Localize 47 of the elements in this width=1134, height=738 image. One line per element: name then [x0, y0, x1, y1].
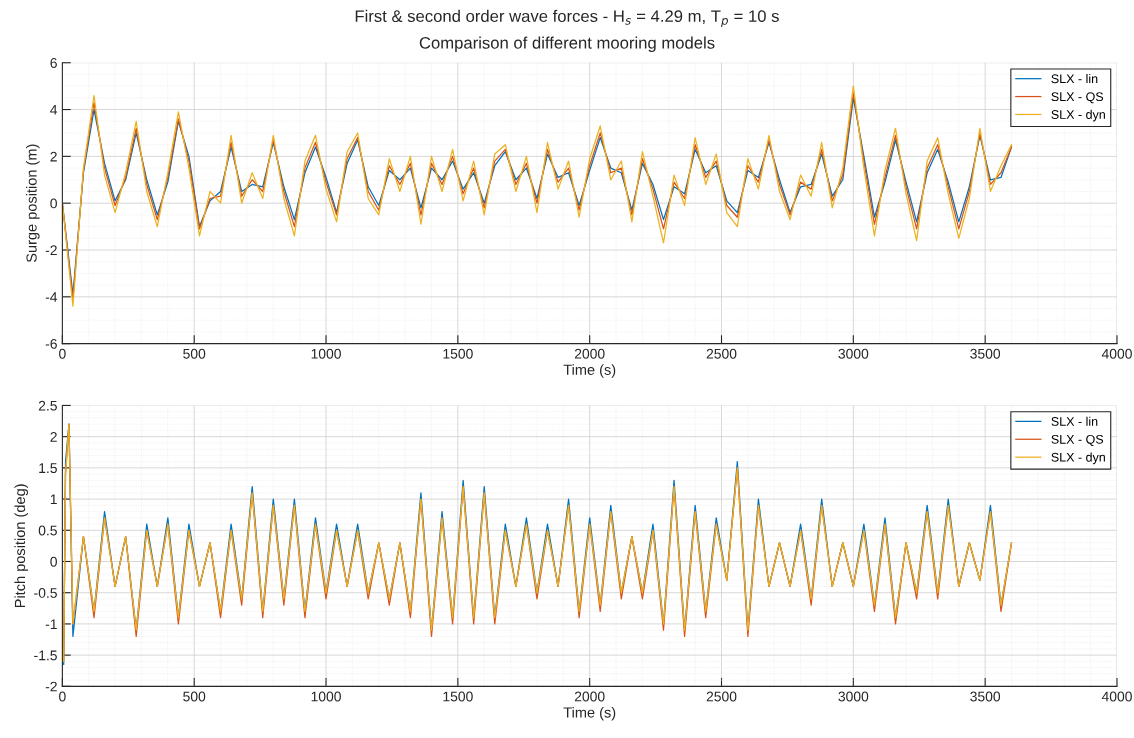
x-tick-label: 500: [183, 348, 206, 359]
legend-label: SLX - QS: [1051, 92, 1104, 104]
chart-title: First & second order wave forces - H$_{s}$ = 4.29 m, T$_{p}$ = 10 s: [355, 9, 779, 28]
x-tick-label: 3500: [970, 691, 1001, 702]
x-tick-label: 3000: [838, 691, 869, 702]
y-tick-label: -4: [45, 292, 58, 302]
y-tick-label: 0: [50, 556, 57, 567]
y-tick-label: -1.5: [34, 650, 57, 661]
y-tick-label: 1: [50, 494, 57, 505]
x-tick-label: 3500: [970, 348, 1001, 359]
x-tick-label: 4000: [1101, 691, 1132, 702]
y-tick-label: -2: [45, 245, 57, 256]
y-axis-title: Surge position (m): [26, 144, 40, 263]
legend-label: SLX - lin: [1051, 416, 1098, 426]
y-tick-label: 2: [50, 431, 57, 442]
x-tick-label: 500: [183, 691, 206, 702]
x-axis-title: Time (s): [563, 364, 616, 378]
y-tick-label: 4: [50, 105, 58, 115]
y-tick-label: -1: [45, 619, 57, 629]
legend-label: SLX - dyn: [1051, 109, 1105, 122]
y-axis-title: Pitch position (deg): [14, 484, 29, 608]
x-tick-label: 1500: [443, 348, 473, 359]
y-tick-label: 6: [50, 58, 57, 68]
y-tick-label: -6: [45, 338, 57, 349]
legend-label: SLX - dyn: [1051, 452, 1105, 465]
y-tick-label: -2: [45, 681, 57, 692]
legend-label: SLX - QS: [1051, 434, 1104, 447]
x-axis-title: Time (s): [563, 706, 616, 721]
x-tick-label: 2500: [706, 691, 737, 702]
y-tick-label: 2: [50, 151, 57, 162]
x-tick-label: 1500: [443, 691, 473, 702]
x-tick-label: 1000: [311, 348, 341, 359]
legend-label: SLX - lin: [1051, 73, 1098, 84]
y-tick-label: 0.5: [38, 525, 57, 536]
x-tick-label: 2000: [574, 691, 605, 702]
x-tick-label: 4000: [1101, 348, 1132, 359]
x-tick-label: 0: [59, 348, 66, 359]
y-tick-label: 1.5: [39, 463, 57, 474]
x-tick-label: 3000: [838, 348, 869, 359]
y-tick-label: -0.5: [34, 588, 57, 598]
y-tick-label: 2.5: [38, 400, 57, 411]
x-tick-label: 1000: [311, 691, 341, 702]
x-tick-label: 0: [59, 691, 66, 702]
x-tick-label: 2500: [706, 348, 737, 359]
y-tick-label: 0: [50, 198, 57, 209]
chart-subtitle: Comparison of different mooring models: [419, 36, 715, 53]
x-tick-label: 2000: [574, 348, 605, 359]
